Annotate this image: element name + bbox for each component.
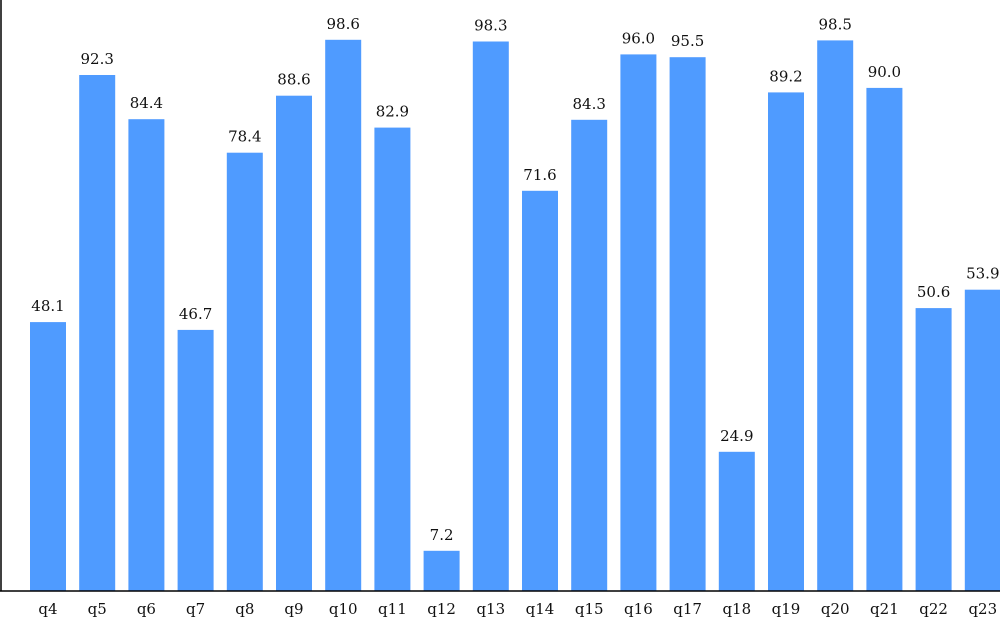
x-tick-label-q9: q9 [284,600,303,618]
x-tick-label-q21: q21 [870,600,899,618]
x-tick-label-q20: q20 [821,600,850,618]
value-label-q14: 71.6 [523,166,556,184]
value-label-q6: 84.4 [130,94,163,112]
bar-q16 [620,54,657,591]
value-label-q11: 82.9 [376,103,409,121]
bar-q18 [718,451,755,591]
bar-q10 [325,39,362,592]
x-tick-label-q19: q19 [772,600,801,618]
bar-q7 [177,329,214,591]
value-label-q9: 88.6 [277,71,310,89]
bar-q13 [472,41,509,591]
x-tick-label-q10: q10 [329,600,358,618]
x-tick-label-q14: q14 [526,600,555,618]
bar-q5 [79,75,116,591]
value-label-q23: 53.9 [966,265,999,283]
value-label-q16: 96.0 [622,29,655,47]
value-label-q15: 84.3 [572,95,605,113]
bar-q11 [374,127,411,591]
x-tick-label-q5: q5 [88,600,107,618]
x-tick-label-q6: q6 [137,600,156,618]
x-tick-label-q13: q13 [476,600,505,618]
value-label-q7: 46.7 [179,305,212,323]
bar-q4 [30,322,66,591]
value-label-q22: 50.6 [917,283,950,301]
x-tick-label-q18: q18 [722,600,751,618]
x-tick-labels-group: q4 q5 q6 q7 q8 q9 q10 q11 q12 q13 q14 q15 q16 q17 q18 q… [38,600,997,618]
x-tick-label-q7: q7 [186,600,205,618]
bar-q17 [669,57,706,591]
value-label-q17: 95.5 [671,32,704,50]
bar-q14 [522,190,558,592]
value-label-q8: 78.4 [228,128,261,146]
value-label-q4: 48.1 [31,297,64,315]
x-tick-label-q17: q17 [673,600,702,618]
x-tick-label-q23: q23 [968,600,997,618]
value-label-q12: 7.2 [430,526,454,544]
value-label-q10: 98.6 [326,15,359,33]
x-tick-label-q4: q4 [38,600,57,618]
bar-q22 [915,308,952,591]
value-label-q5: 92.3 [80,50,113,68]
bar-q8 [226,152,263,591]
bar-q9 [276,95,312,591]
x-tick-label-q12: q12 [427,600,456,618]
value-label-q21: 90.0 [868,63,901,81]
bar-q23 [964,289,1000,591]
x-tick-label-q11: q11 [378,600,407,618]
x-tick-label-q8: q8 [235,600,254,618]
bar-q20 [817,40,854,591]
bar-q12 [423,550,460,591]
bar-q21 [866,87,903,592]
value-label-q13: 98.3 [474,17,507,35]
bars-group [30,39,1000,592]
value-label-q19: 89.2 [769,67,802,85]
value-label-q20: 98.5 [818,15,851,33]
bar-q15 [571,119,608,592]
x-tick-label-q15: q15 [575,600,604,618]
value-label-q18: 24.9 [720,427,753,445]
bar-q6 [128,119,165,591]
bar-q19 [768,92,804,592]
x-tick-label-q16: q16 [624,600,653,618]
value-labels-group: 48.1 92.3 84.4 46.7 78.4 88.6 98.6 82.9 7.2 98.3 7… [31,15,999,544]
x-tick-label-q22: q22 [919,600,948,618]
